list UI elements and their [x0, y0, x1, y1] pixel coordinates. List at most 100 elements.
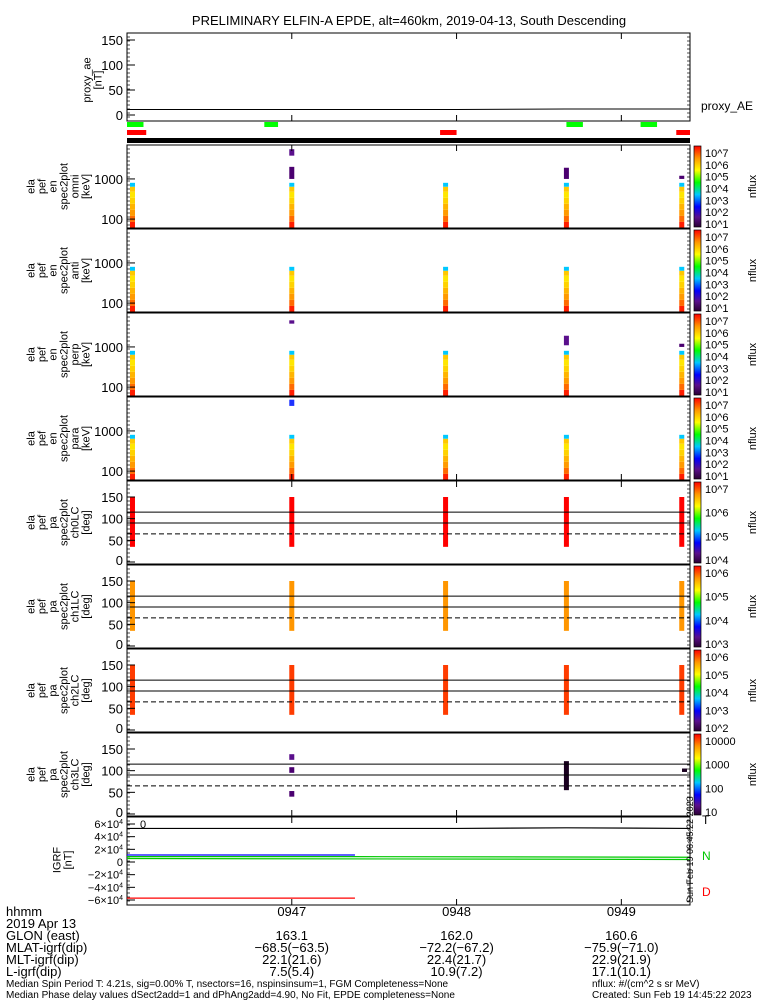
spectrogram-cell	[679, 266, 685, 271]
spectrogram-cell	[563, 209, 569, 216]
info-row-label: 2019 Apr 13	[6, 916, 76, 931]
spectrogram-cell	[679, 270, 685, 276]
spectrogram-cell	[443, 275, 449, 282]
colorbar-label: nflux	[747, 510, 759, 534]
green-status-bar	[264, 122, 279, 127]
pitch-angle-bar	[679, 665, 685, 715]
spectrogram-cell	[289, 221, 295, 228]
colorbar-tick-label: 10^5	[705, 592, 729, 604]
y-axis-label-line: [deg]	[81, 678, 93, 702]
info-row-label: GLON (east)	[6, 928, 80, 943]
spectrogram-cell	[443, 203, 449, 210]
spectrogram-cell	[679, 305, 685, 312]
spectrogram-cell	[443, 305, 449, 312]
y-tick-label: 100	[101, 58, 123, 73]
spectrogram-cell	[443, 365, 449, 372]
pitch-angle-bar	[679, 497, 685, 547]
pitch-angle-panel	[126, 648, 691, 733]
y-axis-label-line: ela	[26, 262, 38, 278]
y-tick-label: 1000	[94, 340, 123, 355]
y-tick-label: 100	[101, 680, 123, 695]
colorbar	[693, 565, 702, 648]
spectrogram-cell	[679, 434, 685, 439]
y-axis-label-line: [deg]	[81, 510, 93, 534]
y-tick-label: 1000	[94, 424, 123, 439]
spectrogram-cell	[563, 182, 569, 187]
colorbar-label-text: nflux	[747, 510, 759, 534]
info-row-value: 162.0	[440, 928, 473, 943]
spectrogram-cell	[129, 389, 135, 396]
y-tick-label: 100	[101, 296, 123, 311]
spectrogram-cell	[129, 221, 135, 228]
pitch-angle-bar	[129, 581, 135, 631]
spectrogram-cell	[129, 455, 135, 462]
spectrogram-cell	[679, 389, 685, 396]
y-tick-label: 0	[116, 805, 123, 820]
colorbar-tick-label: 10^2	[705, 375, 729, 387]
info-row-label: MLAT-igrf(dip)	[6, 940, 87, 955]
spectrogram-cell	[443, 383, 449, 390]
y-tick-label: 0	[116, 108, 123, 123]
spectrogram-cell	[563, 377, 569, 384]
spectrogram-cell	[563, 281, 569, 288]
colorbar-label-text: nflux	[747, 342, 759, 366]
spectrogram-cell	[289, 275, 295, 282]
colorbar-tick-label: 10^4	[705, 688, 729, 700]
colorbar-label: nflux	[747, 678, 759, 702]
pitch-angle-bar	[679, 581, 685, 631]
spectrogram-cell	[289, 266, 295, 271]
y-tick-label: 100	[101, 764, 123, 779]
colorbar	[693, 313, 702, 396]
y-axis-label-line: spec2plot	[59, 247, 71, 294]
colorbar-tick-label: 10^4	[705, 268, 729, 280]
y-axis-label-line: [deg]	[81, 594, 93, 618]
spectrogram-cell	[679, 354, 685, 360]
spectrogram-cell	[563, 438, 569, 444]
y-tick-label: 0	[116, 553, 123, 568]
y-axis-label: ela pef en spec2plot omni [keV]	[26, 163, 93, 210]
y-axis-label-line: spec2plot	[59, 751, 71, 798]
spectrogram-cell	[289, 203, 295, 210]
colorbar-tick-label: 10^1	[705, 471, 729, 483]
spectrogram-cell	[563, 443, 569, 450]
y-tick-label: 0	[117, 857, 123, 869]
y-tick-label: 0	[116, 721, 123, 736]
y-tick-label: 100	[101, 596, 123, 611]
spectrogram-cell	[129, 305, 135, 312]
info-row-value: 22.4(21.7)	[427, 952, 486, 967]
y-axis-label-line: [deg]	[81, 762, 93, 786]
spectrogram-cell	[443, 281, 449, 288]
colorbar-tick-label: 10^7	[705, 148, 729, 160]
created-vertical-stamp: Sun Feb 19 06:45:22 2023	[685, 796, 695, 903]
spectrogram-cell	[563, 215, 569, 222]
colorbar-label: nflux	[747, 762, 759, 786]
pitch-angle-cell	[289, 767, 295, 773]
spectrogram-cell	[563, 350, 569, 355]
y-axis-label-line: spec2plot	[59, 331, 71, 378]
spectrogram-cell	[563, 359, 569, 366]
spectrogram-cell	[679, 197, 685, 204]
spectrogram-cell	[289, 399, 295, 406]
energy-spectrogram-panel	[126, 144, 691, 229]
y-axis-label-line: spec2plot	[59, 499, 71, 546]
y-tick-label: 50	[109, 533, 123, 548]
spectrogram-cell	[289, 434, 295, 439]
y-axis-label-line: [nT]	[63, 851, 75, 870]
y-axis-label-line: pa	[48, 684, 60, 697]
spectrogram-cell	[679, 209, 685, 216]
colorbar-tick-label: 10000	[705, 736, 736, 748]
spectrogram-cell	[129, 434, 135, 439]
igrf-legend-t: T	[702, 813, 710, 827]
pitch-angle-panel	[126, 732, 691, 817]
red-status-bar	[676, 130, 690, 135]
y-axis-label-line: pa	[48, 600, 60, 613]
spectrogram-cell	[563, 270, 569, 276]
info-row-label: hhmm	[6, 904, 42, 919]
spectrogram-cell	[289, 354, 295, 360]
info-row-value: −72.2(−67.2)	[419, 940, 493, 955]
igrf-legend-d: D	[702, 885, 711, 899]
colorbar-label: nflux	[747, 426, 759, 450]
y-axis-label-line: pef	[37, 514, 49, 530]
y-axis-label-line: [keV]	[81, 426, 93, 451]
